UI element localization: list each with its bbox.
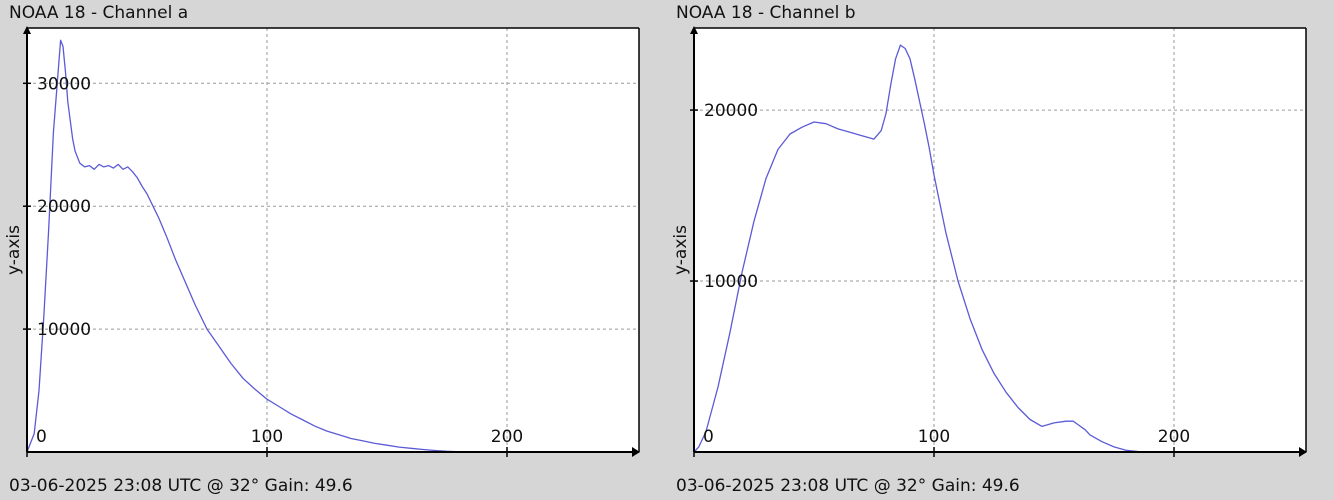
plot-background bbox=[694, 28, 1306, 452]
x-tick-label: 0 bbox=[703, 427, 714, 447]
x-tick-label: 200 bbox=[1158, 427, 1190, 447]
chart-plot-area: 0 100 200 10000 20000 bbox=[690, 26, 1307, 457]
y-axis-arrow bbox=[23, 26, 31, 34]
y-tick-label: 20000 bbox=[704, 101, 758, 121]
x-tick-label: 0 bbox=[36, 427, 47, 447]
x-tick-label: 200 bbox=[491, 427, 523, 447]
x-tick-label: 100 bbox=[918, 427, 950, 447]
chart-plot-area: 0 100 200 10000 20000 30000 bbox=[23, 26, 640, 457]
chart-footer: 03-06-2025 23:08 UTC @ 32° Gain: 49.6 bbox=[676, 476, 1020, 496]
plot-background bbox=[27, 28, 639, 452]
y-tick-label: 20000 bbox=[37, 197, 91, 217]
y-axis-arrow bbox=[690, 26, 698, 34]
chart-panel-channel-b: NOAA 18 - Channel b y-axis 0 100 200 10000 2… bbox=[667, 0, 1334, 500]
series-line bbox=[26, 39, 467, 453]
x-axis-arrow bbox=[632, 447, 640, 457]
series-line bbox=[693, 44, 1151, 453]
y-tick-label: 30000 bbox=[37, 74, 91, 94]
y-tick-label: 10000 bbox=[704, 272, 758, 292]
chart-title: NOAA 18 - Channel a bbox=[9, 3, 189, 23]
x-axis-arrow bbox=[1299, 447, 1307, 457]
chart-panel-channel-a: NOAA 18 - Channel a y-axis 0 100 200 10000 2… bbox=[4, 3, 640, 496]
chart-footer: 03-06-2025 23:08 UTC @ 32° Gain: 49.6 bbox=[9, 476, 353, 496]
chart-title: NOAA 18 - Channel b bbox=[676, 3, 856, 23]
y-tick-label: 10000 bbox=[37, 320, 91, 340]
x-tick-label: 100 bbox=[251, 427, 283, 447]
